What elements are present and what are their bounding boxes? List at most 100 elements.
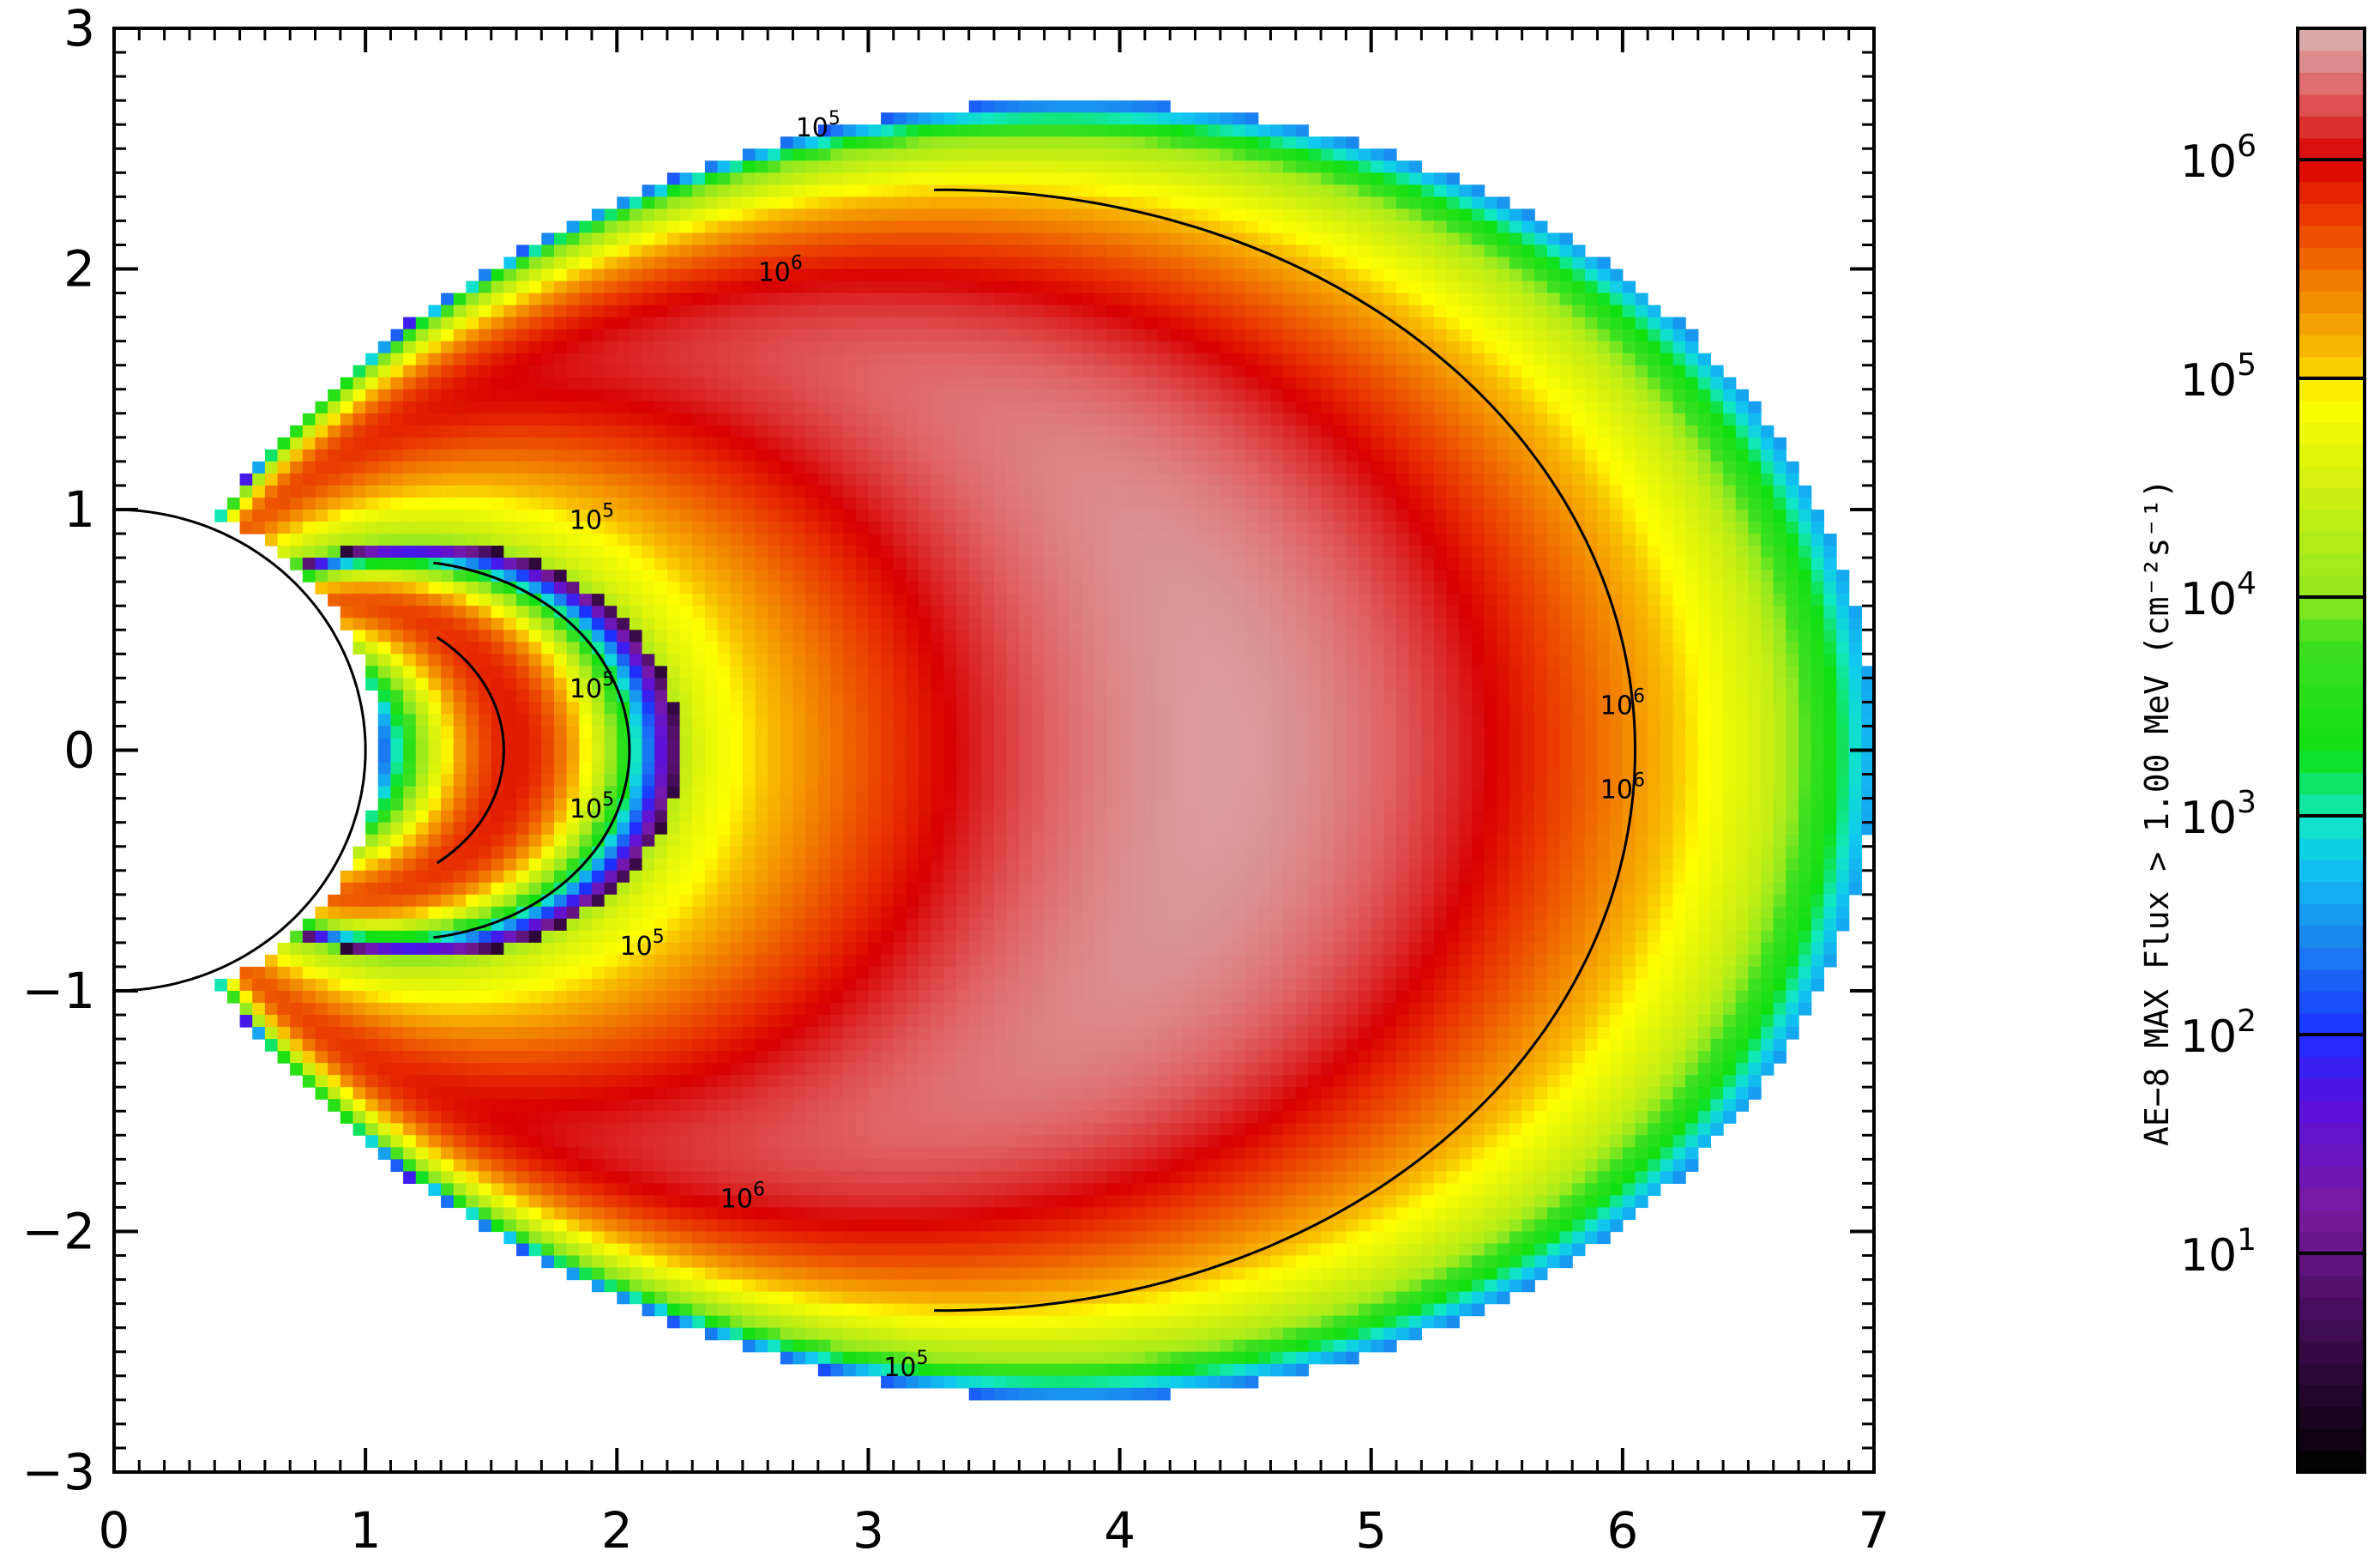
- heatmap-cell: [692, 1279, 706, 1293]
- heatmap-cell: [554, 413, 568, 426]
- heatmap-cell: [931, 930, 944, 944]
- heatmap-cell: [302, 425, 316, 438]
- heatmap-cell: [755, 1219, 768, 1233]
- heatmap-cell: [893, 112, 907, 125]
- heatmap-cell: [479, 618, 492, 631]
- heatmap-cell: [629, 1039, 643, 1052]
- heatmap-cell: [365, 606, 379, 619]
- heatmap-cell: [830, 1327, 844, 1341]
- heatmap-cell: [666, 1291, 681, 1305]
- heatmap-cell: [415, 1147, 430, 1160]
- heatmap-cell: [994, 1051, 1008, 1064]
- heatmap-cell: [968, 497, 982, 510]
- heatmap-cell: [554, 1111, 568, 1124]
- heatmap-cell: [981, 449, 995, 462]
- heatmap-cell: [893, 353, 907, 366]
- heatmap-cell: [830, 172, 844, 185]
- heatmap-cell: [906, 991, 919, 1004]
- heatmap-cell: [981, 738, 995, 751]
- heatmap-cell: [617, 618, 630, 631]
- heatmap-cell: [981, 1099, 995, 1112]
- heatmap-cell: [390, 894, 404, 908]
- heatmap-cell: [704, 618, 719, 631]
- heatmap-cell: [730, 329, 744, 342]
- heatmap-cell: [805, 534, 819, 546]
- heatmap-cell: [541, 293, 555, 306]
- heatmap-cell: [855, 160, 870, 173]
- heatmap-cell: [742, 846, 756, 860]
- heatmap-cell: [919, 630, 932, 643]
- heatmap-cell: [479, 413, 492, 426]
- heatmap-cell: [943, 1147, 957, 1160]
- heatmap-cell: [855, 485, 870, 498]
- heatmap-cell: [579, 377, 593, 390]
- heatmap-cell: [704, 425, 719, 438]
- heatmap-cell: [528, 570, 542, 582]
- heatmap-cell: [717, 281, 731, 294]
- heatmap-cell: [516, 329, 530, 342]
- heatmap-cell: [717, 991, 731, 1004]
- heatmap-cell: [666, 774, 681, 788]
- heatmap-cell: [855, 1147, 870, 1160]
- heatmap-cell: [742, 473, 756, 486]
- heatmap-cell: [692, 1291, 706, 1305]
- heatmap-cell: [328, 485, 341, 498]
- heatmap-cell: [528, 798, 542, 812]
- heatmap-cell: [843, 1279, 857, 1293]
- heatmap-cell: [264, 978, 279, 992]
- heatmap-cell: [792, 750, 806, 763]
- heatmap-cell: [679, 991, 693, 1004]
- heatmap-cell: [881, 353, 895, 366]
- heatmap-cell: [755, 148, 768, 161]
- heatmap-cell: [352, 401, 366, 414]
- heatmap-cell: [503, 882, 517, 896]
- heatmap-cell: [679, 570, 693, 582]
- heatmap-cell: [352, 954, 366, 968]
- heatmap-cell: [541, 377, 555, 390]
- heatmap-cell: [415, 930, 430, 944]
- heatmap-cell: [679, 389, 693, 402]
- heatmap-cell: [617, 293, 630, 306]
- heatmap-cell: [968, 1291, 982, 1305]
- heatmap-cell: [843, 1267, 857, 1281]
- heatmap-cell: [919, 678, 932, 691]
- heatmap-cell: [629, 485, 643, 498]
- heatmap-cell: [931, 1147, 944, 1160]
- heatmap-cell: [994, 738, 1008, 751]
- heatmap-cell: [604, 966, 618, 980]
- heatmap-cell: [855, 305, 870, 318]
- heatmap-cell: [629, 726, 643, 739]
- heatmap-cell: [642, 1255, 655, 1269]
- heatmap-cell: [956, 738, 970, 751]
- heatmap-cell: [906, 1183, 919, 1197]
- heatmap-cell: [642, 1147, 655, 1160]
- heatmap-cell: [956, 666, 970, 679]
- heatmap-cell: [805, 846, 819, 860]
- heatmap-cell: [554, 750, 568, 763]
- heatmap-cell: [919, 786, 932, 800]
- heatmap-cell: [956, 124, 970, 137]
- heatmap-cell: [855, 918, 870, 932]
- heatmap-cell: [491, 1183, 504, 1197]
- heatmap-cell: [579, 329, 593, 342]
- heatmap-cell: [881, 954, 895, 968]
- heatmap-cell: [730, 1267, 744, 1281]
- heatmap-cell: [604, 1147, 618, 1160]
- heatmap-cell: [994, 774, 1008, 788]
- heatmap-cell: [617, 1195, 630, 1209]
- heatmap-cell: [566, 437, 580, 450]
- heatmap-cell: [503, 329, 517, 342]
- heatmap-cell: [717, 1315, 731, 1329]
- heatmap-cell: [792, 606, 806, 619]
- heatmap-cell: [466, 1075, 479, 1088]
- heatmap-cell: [981, 906, 995, 920]
- heatmap-cell: [666, 1135, 681, 1148]
- heatmap-cell: [943, 244, 957, 258]
- heatmap-cell: [868, 1147, 882, 1160]
- heatmap-cell: [554, 1147, 568, 1160]
- heatmap-cell: [479, 750, 492, 763]
- heatmap-cell: [642, 329, 655, 342]
- heatmap-cell: [817, 1159, 832, 1172]
- heatmap-cell: [730, 1219, 744, 1233]
- heatmap-cell: [994, 1003, 1008, 1016]
